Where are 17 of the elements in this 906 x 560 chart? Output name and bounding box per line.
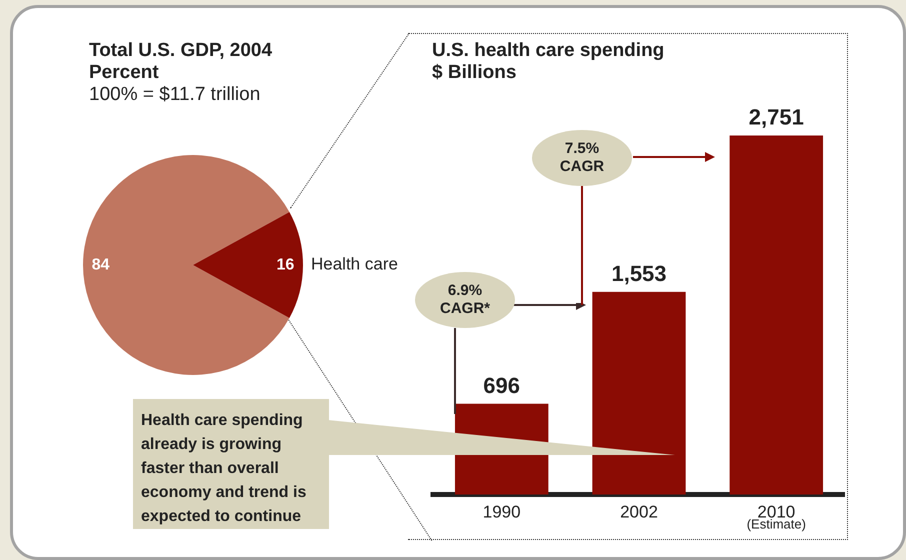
annotation: 7.5% CAGR bbox=[558, 139, 606, 177]
chart-subtitle: $ Billions bbox=[432, 62, 516, 84]
x-tick-label: 1990 bbox=[482, 502, 521, 522]
data-label: 16 bbox=[276, 256, 294, 274]
data-label: 2,751 bbox=[748, 104, 804, 130]
chart-title: Total U.S. GDP, 2004 bbox=[89, 40, 272, 62]
data-label: 84 bbox=[92, 256, 110, 274]
chart-subtitle: Percent bbox=[89, 62, 159, 84]
data-label: 696 bbox=[483, 372, 520, 398]
annotation: 6.9% CAGR* bbox=[438, 281, 491, 319]
x-tick-label: 2002 bbox=[620, 502, 658, 522]
text: 100% = $11.7 trillion bbox=[89, 84, 260, 106]
data-label: 1,553 bbox=[611, 260, 667, 286]
chart-title: U.S. health care spending bbox=[432, 40, 664, 62]
text: Health care spending already is growing faster than overall economy and trend is expected to continue bbox=[133, 399, 329, 529]
slice-label: Health care bbox=[311, 254, 398, 274]
text: (Estimate) bbox=[746, 516, 806, 532]
